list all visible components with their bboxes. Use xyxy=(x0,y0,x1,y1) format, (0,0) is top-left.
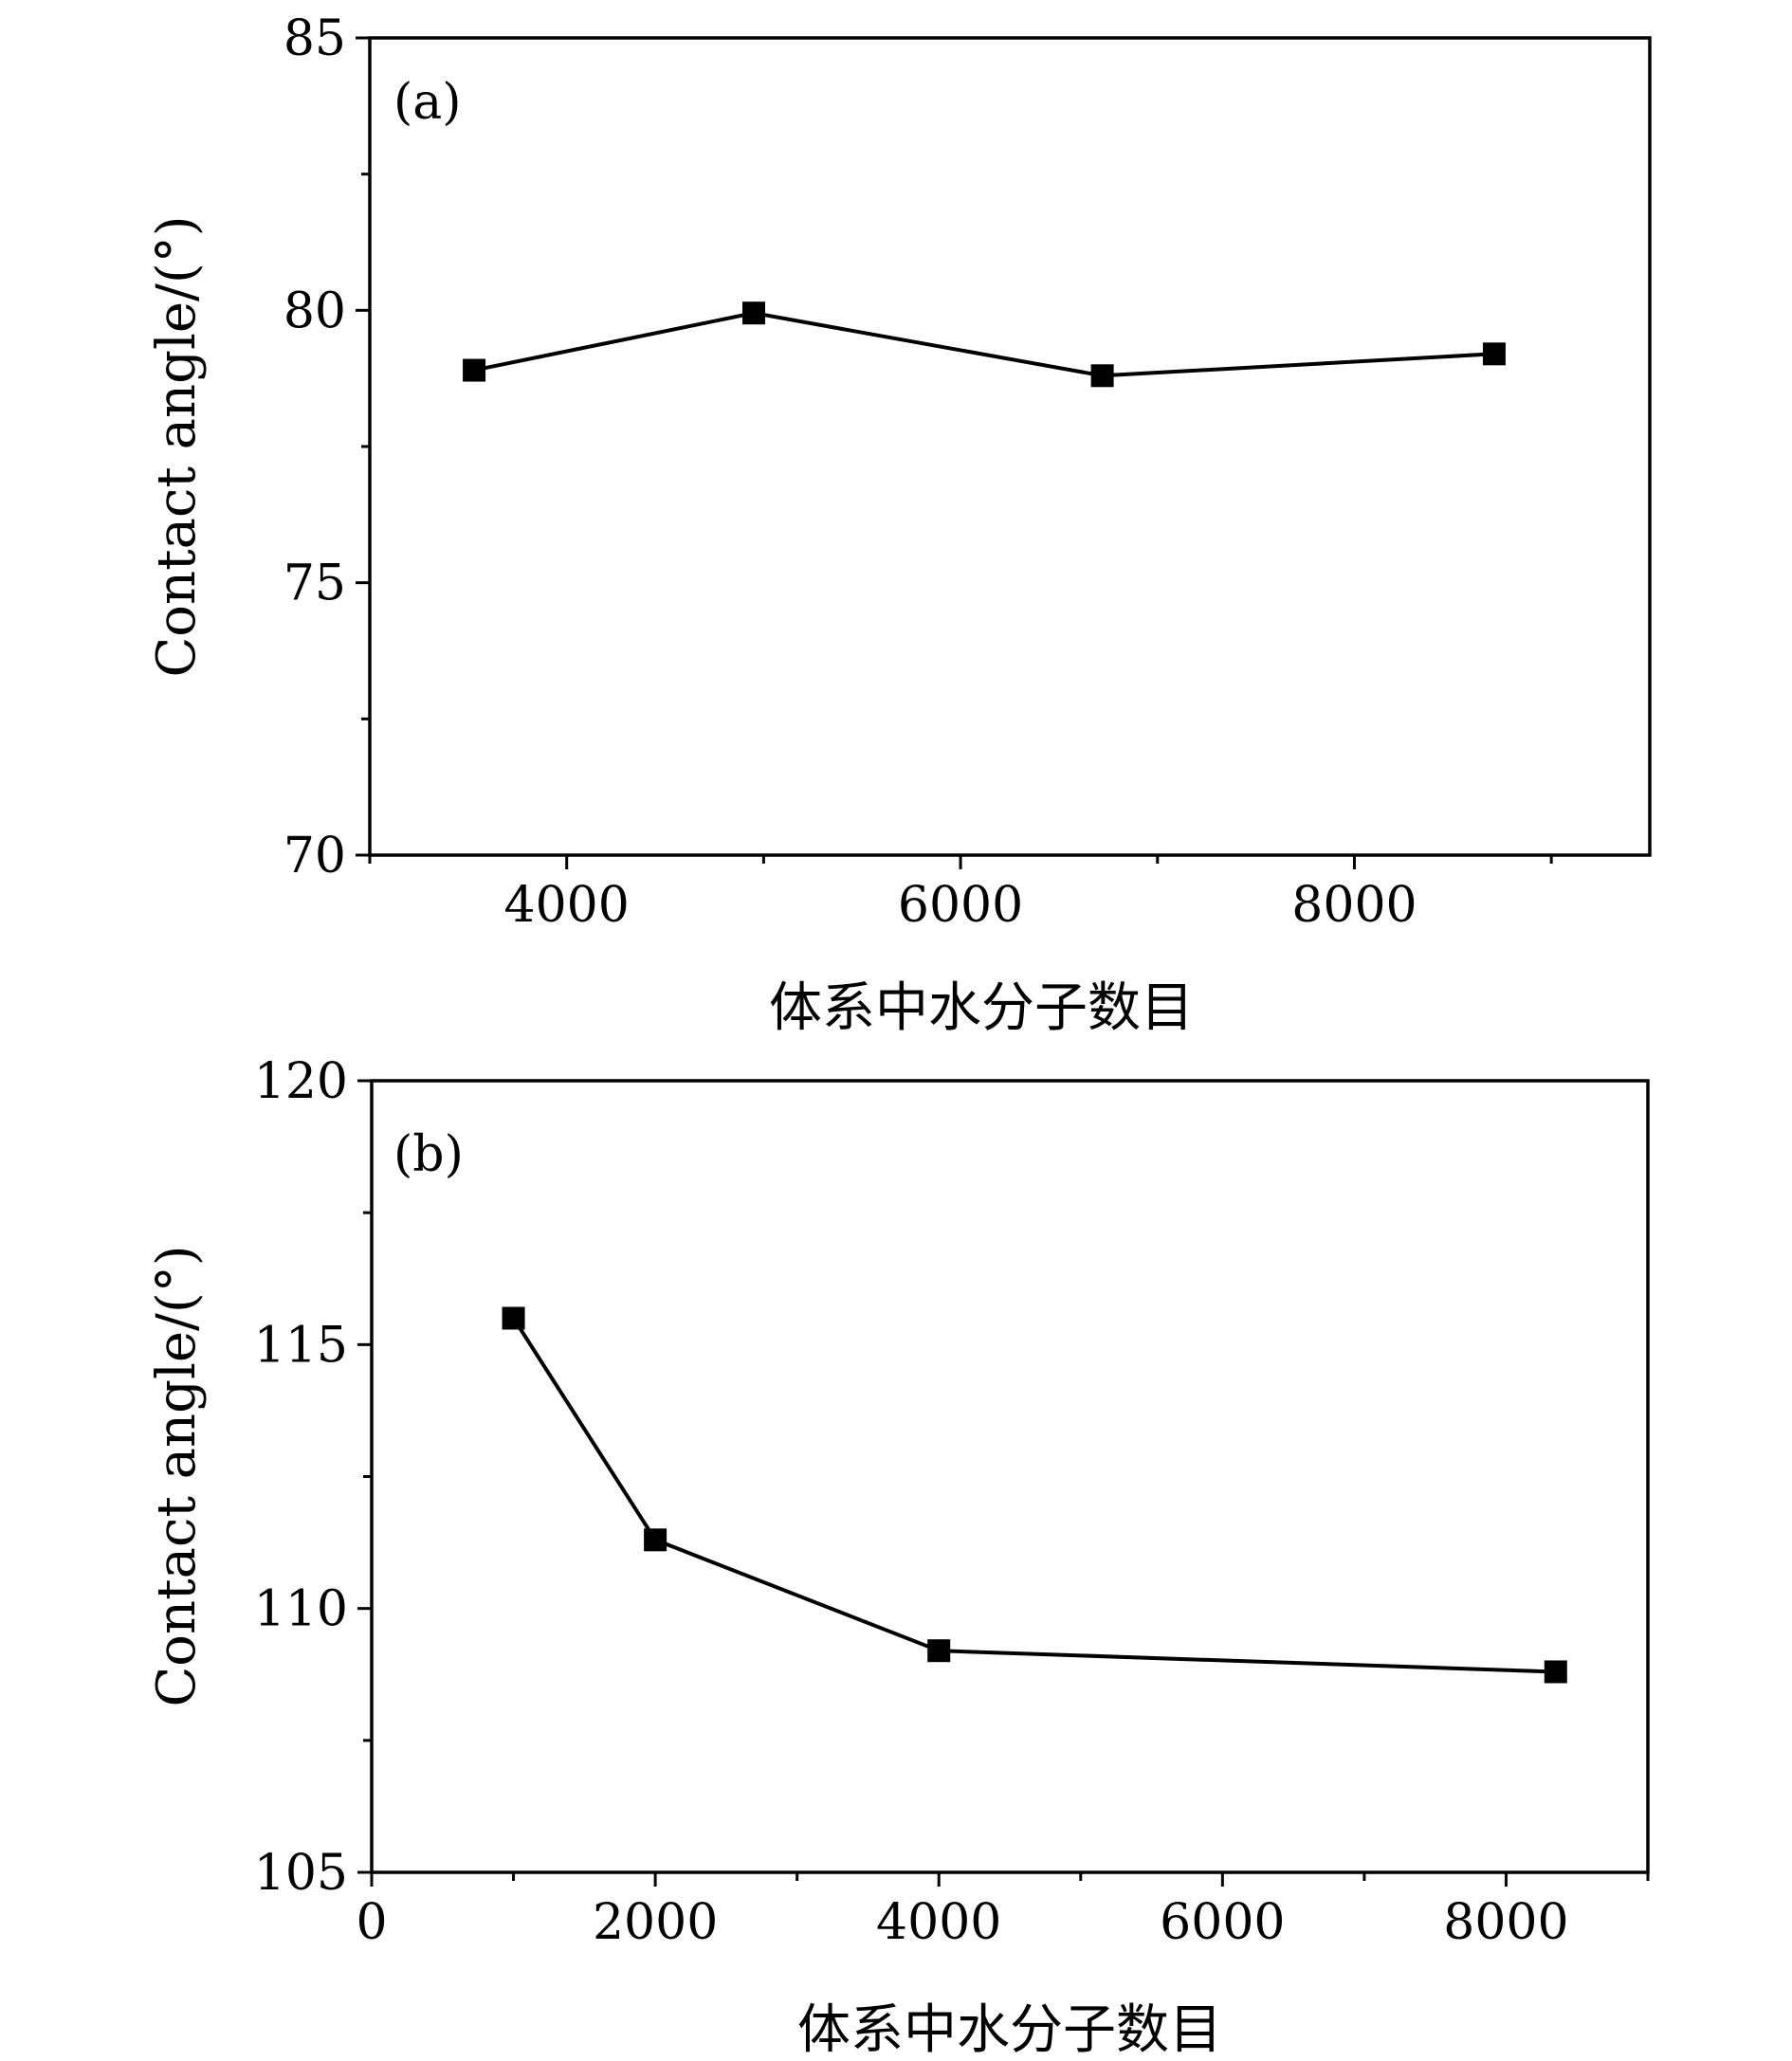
series-line-b xyxy=(511,1317,1556,1674)
panel-a: (a) Contact angle/(°) 体系中水分子数目 70 75 80 85 4… xyxy=(146,10,1652,1039)
x-tick-label-b: 2000 xyxy=(593,1894,718,1951)
y-tick-label-a: 80 xyxy=(283,283,346,339)
y-tick-label-b: 110 xyxy=(254,1581,348,1638)
x-tick-label-b: 0 xyxy=(356,1894,387,1951)
series-line-a xyxy=(473,311,1495,378)
x-tick-label-b: 4000 xyxy=(876,1894,1001,1951)
x-axis-label-a: 体系中水分子数目 xyxy=(769,977,1194,1039)
x-axis-label-b: 体系中水分子数目 xyxy=(797,1999,1222,2061)
x-tick-label-a: 4000 xyxy=(504,877,630,934)
y-tick-label-a: 75 xyxy=(283,556,346,612)
x-tick-label-b: 8000 xyxy=(1443,1894,1568,1951)
y-tick-label-b: 120 xyxy=(254,1053,348,1110)
data-point-b xyxy=(502,1306,525,1330)
y-tick-label-b: 115 xyxy=(254,1317,348,1374)
y-tick-label-b: 105 xyxy=(254,1845,348,1902)
data-point-a xyxy=(1090,364,1114,388)
x-tick-label-b: 6000 xyxy=(1160,1894,1285,1951)
x-tick-label-a: 8000 xyxy=(1291,877,1417,934)
data-point-a xyxy=(1482,342,1506,366)
data-point-a xyxy=(463,358,486,382)
data-point-b xyxy=(1544,1660,1567,1684)
panel-b: (b) Contact angle/(°) 体系中水分子数目 105 110 115… xyxy=(146,1053,1650,2061)
y-axis-label-a: Contact angle/(°) xyxy=(146,215,208,677)
plot-frame-b xyxy=(370,1079,1650,1874)
panel-label-b: (b) xyxy=(393,1126,464,1183)
y-tick-label-a: 85 xyxy=(283,10,346,67)
plot-frame-a xyxy=(368,36,1652,857)
y-axis-label-b: Contact angle/(°) xyxy=(146,1245,208,1706)
panel-label-a: (a) xyxy=(393,74,462,131)
data-point-b xyxy=(927,1639,951,1663)
data-point-b xyxy=(644,1528,667,1552)
data-point-a xyxy=(742,301,765,325)
x-tick-label-a: 6000 xyxy=(898,877,1023,934)
y-tick-label-a: 70 xyxy=(283,828,346,885)
